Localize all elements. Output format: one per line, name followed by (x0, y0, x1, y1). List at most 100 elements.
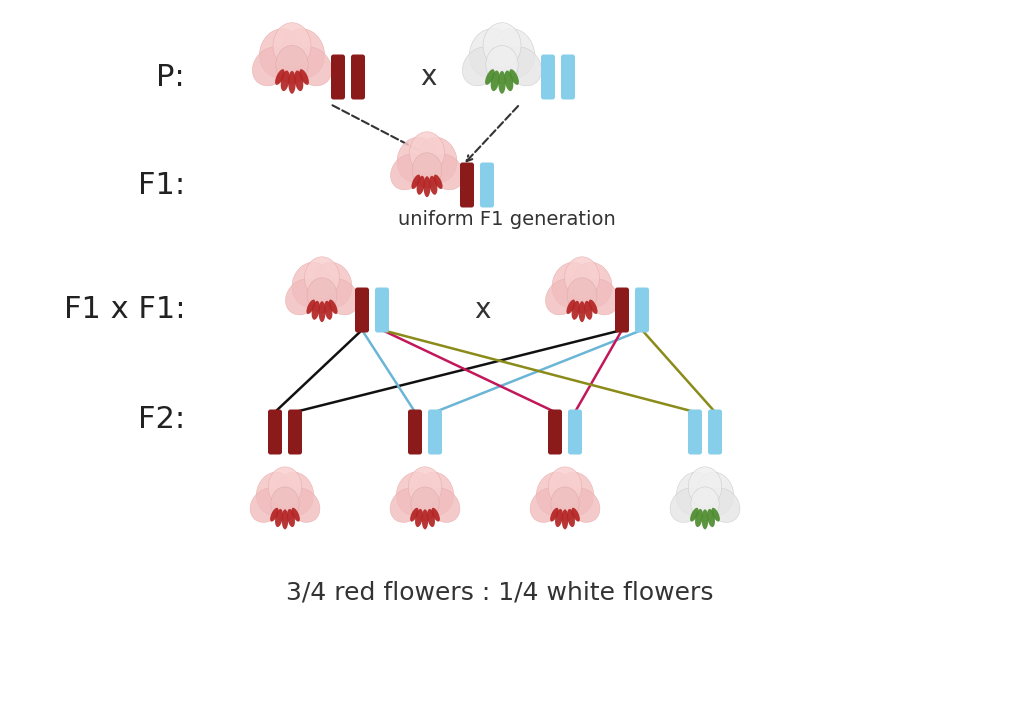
FancyBboxPatch shape (288, 409, 302, 455)
Ellipse shape (287, 509, 295, 527)
Ellipse shape (282, 509, 289, 529)
Ellipse shape (256, 472, 294, 515)
Ellipse shape (695, 509, 702, 527)
Ellipse shape (670, 488, 703, 523)
Ellipse shape (410, 508, 419, 521)
Ellipse shape (307, 277, 337, 313)
Ellipse shape (396, 472, 433, 515)
Ellipse shape (485, 45, 518, 83)
Ellipse shape (546, 279, 580, 315)
Ellipse shape (275, 69, 285, 85)
Ellipse shape (390, 488, 423, 523)
Ellipse shape (490, 70, 500, 91)
Ellipse shape (566, 300, 575, 314)
Ellipse shape (417, 176, 425, 195)
Ellipse shape (250, 488, 283, 523)
Ellipse shape (567, 509, 575, 527)
Ellipse shape (410, 132, 444, 174)
Text: x: x (474, 296, 490, 324)
Ellipse shape (556, 472, 594, 515)
Ellipse shape (589, 300, 598, 314)
FancyBboxPatch shape (351, 54, 365, 100)
Text: uniform F1 generation: uniform F1 generation (398, 209, 615, 229)
Text: F1 x F1:: F1 x F1: (63, 295, 185, 325)
Ellipse shape (493, 29, 535, 77)
FancyBboxPatch shape (548, 409, 562, 455)
Ellipse shape (390, 154, 425, 190)
Ellipse shape (499, 71, 506, 94)
Ellipse shape (485, 69, 495, 85)
Ellipse shape (273, 23, 311, 68)
Ellipse shape (292, 262, 331, 308)
Ellipse shape (509, 69, 519, 85)
Ellipse shape (429, 154, 464, 190)
Ellipse shape (579, 301, 586, 322)
Ellipse shape (530, 488, 563, 523)
Ellipse shape (409, 467, 441, 507)
Ellipse shape (288, 71, 296, 94)
Ellipse shape (701, 509, 709, 529)
Ellipse shape (429, 176, 437, 195)
FancyBboxPatch shape (635, 288, 649, 333)
Ellipse shape (306, 300, 315, 314)
Ellipse shape (294, 47, 332, 86)
Ellipse shape (688, 467, 722, 507)
Ellipse shape (555, 509, 563, 527)
FancyBboxPatch shape (355, 288, 369, 333)
Ellipse shape (311, 301, 319, 320)
Ellipse shape (505, 70, 513, 91)
Ellipse shape (676, 472, 714, 515)
Ellipse shape (571, 508, 580, 521)
FancyBboxPatch shape (561, 54, 575, 100)
FancyBboxPatch shape (480, 163, 494, 207)
Ellipse shape (434, 174, 442, 189)
Ellipse shape (691, 487, 719, 521)
Ellipse shape (567, 488, 600, 523)
Ellipse shape (483, 23, 521, 68)
Ellipse shape (548, 467, 582, 507)
Ellipse shape (325, 301, 333, 320)
Ellipse shape (313, 262, 352, 308)
FancyBboxPatch shape (460, 163, 474, 207)
FancyBboxPatch shape (688, 409, 702, 455)
Ellipse shape (283, 29, 325, 77)
FancyBboxPatch shape (408, 409, 422, 455)
Ellipse shape (550, 508, 558, 521)
Ellipse shape (415, 509, 423, 527)
Ellipse shape (259, 29, 302, 77)
Ellipse shape (281, 70, 290, 91)
Ellipse shape (294, 70, 303, 91)
Ellipse shape (696, 472, 733, 515)
Ellipse shape (712, 508, 720, 521)
Ellipse shape (412, 174, 420, 189)
Ellipse shape (427, 488, 460, 523)
Ellipse shape (567, 277, 597, 313)
Ellipse shape (329, 300, 338, 314)
Ellipse shape (324, 279, 358, 315)
Text: F2:: F2: (138, 406, 185, 435)
Text: F1:: F1: (138, 171, 185, 199)
FancyBboxPatch shape (615, 288, 629, 333)
Ellipse shape (275, 45, 308, 83)
Ellipse shape (573, 262, 612, 308)
Ellipse shape (292, 508, 300, 521)
Ellipse shape (299, 69, 309, 85)
Ellipse shape (286, 279, 321, 315)
FancyBboxPatch shape (708, 409, 722, 455)
Ellipse shape (561, 509, 568, 529)
Ellipse shape (707, 488, 740, 523)
Ellipse shape (304, 257, 340, 299)
Ellipse shape (552, 262, 591, 308)
Ellipse shape (707, 509, 715, 527)
Ellipse shape (397, 137, 436, 182)
FancyBboxPatch shape (568, 409, 582, 455)
Ellipse shape (469, 29, 512, 77)
Ellipse shape (504, 47, 542, 86)
Ellipse shape (270, 508, 279, 521)
Ellipse shape (584, 279, 618, 315)
Ellipse shape (427, 509, 435, 527)
Text: 3/4 red flowers : 1/4 white flowers: 3/4 red flowers : 1/4 white flowers (287, 580, 714, 604)
Ellipse shape (417, 472, 454, 515)
Text: x: x (420, 63, 436, 91)
Ellipse shape (551, 487, 580, 521)
